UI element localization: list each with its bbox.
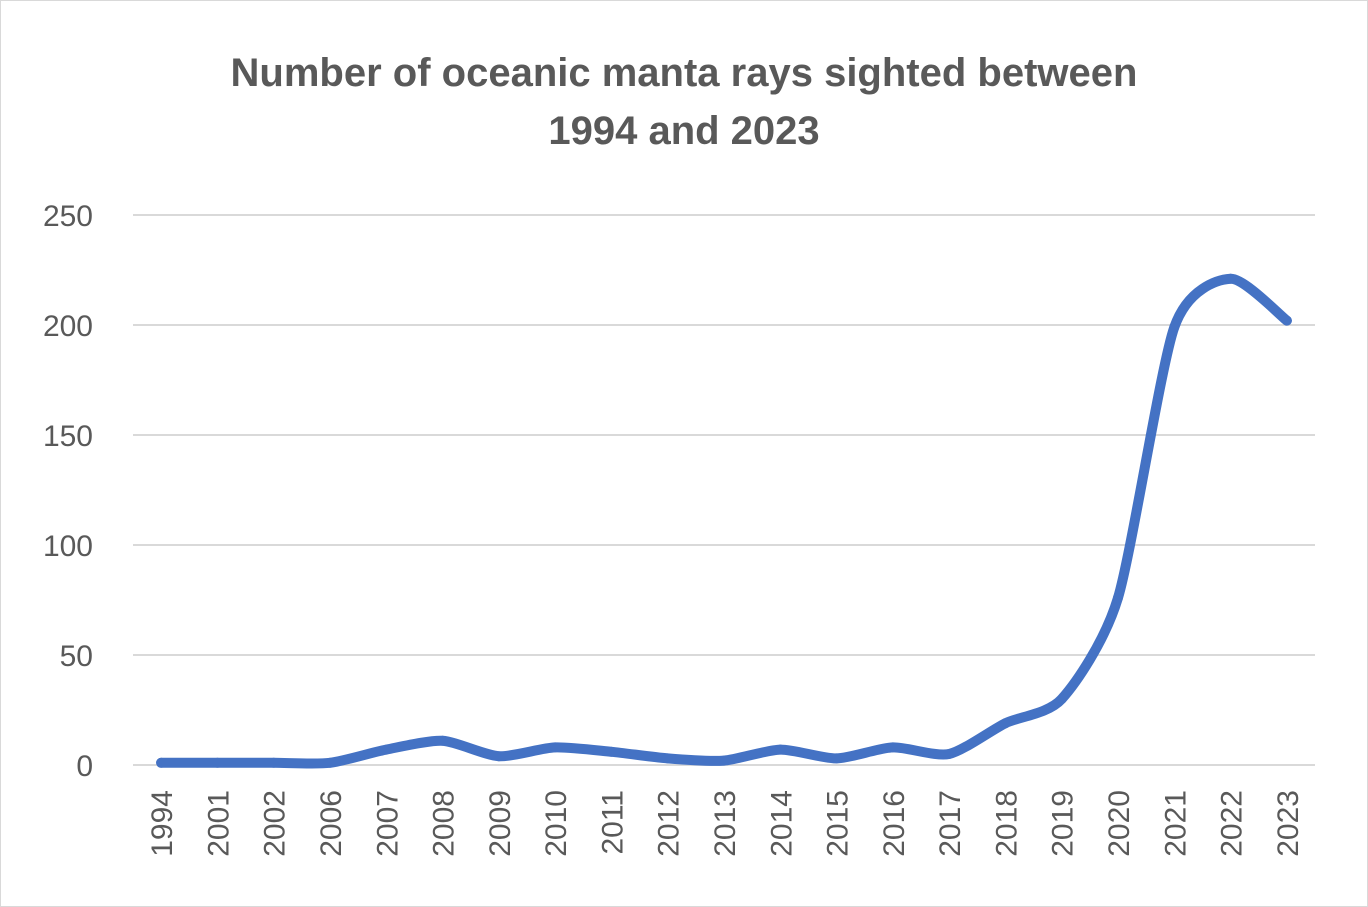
data-point-2012: [662, 753, 673, 764]
x-tick-label-2015: 2015: [822, 790, 855, 857]
chart-title-line-2: 1994 and 2023: [548, 109, 820, 153]
x-tick-label-2009: 2009: [484, 790, 517, 857]
data-point-2022: [1225, 273, 1236, 284]
x-tick-label-2021: 2021: [1159, 790, 1192, 857]
x-tick-label-2002: 2002: [259, 790, 292, 857]
gridlines: [133, 214, 1315, 766]
data-point-2016: [887, 742, 898, 753]
data-point-2020: [1113, 592, 1123, 603]
x-tick-label-2013: 2013: [709, 790, 742, 857]
data-point-2007: [381, 744, 392, 755]
y-tick-label-200: 200: [43, 310, 93, 343]
series-layer: [156, 273, 1292, 769]
data-point-2017: [944, 749, 955, 759]
x-tick-label-2010: 2010: [540, 790, 573, 857]
y-tick-label-250: 250: [43, 200, 93, 233]
data-point-2008: [437, 735, 448, 746]
x-tick-label-1994: 1994: [146, 790, 179, 857]
y-tick-label-50: 50: [60, 640, 93, 673]
data-point-2010: [550, 742, 561, 753]
x-tick-label-2006: 2006: [315, 790, 348, 857]
x-tick-label-2007: 2007: [371, 790, 404, 857]
data-point-2001: [212, 757, 223, 768]
x-tick-label-2018: 2018: [990, 790, 1023, 857]
data-point-2013: [719, 755, 729, 766]
chart-title-line-1: Number of oceanic manta rays sighted bet…: [230, 51, 1138, 95]
data-point-2014: [775, 744, 786, 755]
chart-title: Number of oceanic manta rays sighted bet…: [0, 44, 1368, 160]
x-tick-label-2011: 2011: [596, 790, 629, 855]
x-tick-label-2017: 2017: [934, 790, 967, 857]
series-line-0: [156, 273, 1292, 769]
x-tick-label-2019: 2019: [1047, 790, 1080, 857]
y-tick-label-100: 100: [43, 530, 93, 563]
data-point-2006: [325, 757, 335, 768]
x-tick-label-2014: 2014: [765, 790, 798, 857]
y-axis-ticks: 0 50 100 150 200 250: [43, 200, 93, 783]
x-tick-label-2020: 2020: [1103, 790, 1136, 857]
data-point-2011: [606, 746, 617, 757]
data-point-1994: [156, 757, 167, 768]
data-point-2018: [1000, 718, 1011, 729]
x-tick-label-2023: 2023: [1272, 790, 1305, 857]
data-point-2009: [493, 751, 504, 762]
x-tick-label-2022: 2022: [1216, 790, 1249, 857]
data-point-2002: [268, 757, 279, 768]
y-tick-label-0: 0: [76, 750, 93, 783]
data-point-2023: [1281, 315, 1292, 326]
x-tick-label-2008: 2008: [428, 790, 461, 857]
x-tick-label-2016: 2016: [878, 790, 911, 857]
y-tick-label-150: 150: [43, 420, 93, 453]
x-tick-label-2001: 2001: [202, 790, 235, 857]
data-point-2019: [1056, 694, 1067, 704]
x-axis-ticks: 1994 2001 2002 2006 2007 2008 2009 2010 2011 2012…: [146, 790, 1305, 857]
x-tick-label-2012: 2012: [653, 790, 686, 857]
data-point-2021: [1169, 322, 1180, 333]
data-point-2015: [831, 753, 842, 764]
